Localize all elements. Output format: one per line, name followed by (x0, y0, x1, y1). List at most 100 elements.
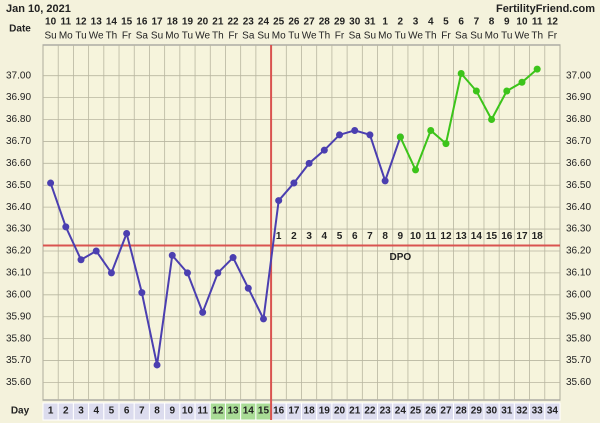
y-tick-label: 36.80 (566, 114, 591, 125)
dpo-label: 13 (456, 231, 468, 242)
temp-line (399, 68, 538, 173)
dpo-label: 1 (276, 231, 282, 242)
weekday-label: Tu (75, 31, 86, 42)
temp-point (320, 146, 328, 154)
date-label: 22 (228, 17, 240, 28)
brand: FertilityFriend.com (496, 3, 595, 15)
date-label: 29 (334, 17, 346, 28)
date-label: 6 (458, 17, 464, 28)
weekday-label: Sa (455, 31, 468, 42)
date-label: 16 (136, 17, 148, 28)
day-number: 12 (212, 406, 224, 417)
dpo-label: 8 (382, 231, 388, 242)
weekday-label: Tu (395, 31, 406, 42)
day-number: 6 (124, 406, 130, 417)
y-tick-label: 36.20 (6, 246, 31, 257)
weekday-label: Su (44, 31, 56, 42)
day-number: 31 (501, 406, 513, 417)
date-label: 19 (182, 17, 194, 28)
weekday-label: Sa (349, 31, 362, 42)
temp-point (488, 116, 496, 124)
date-label: 25 (273, 17, 285, 28)
weekday-label: Mo (272, 31, 286, 42)
temp-point (351, 126, 359, 134)
weekday-label: We (408, 31, 423, 42)
date-label: 10 (45, 17, 57, 28)
temp-point (77, 256, 85, 264)
weekday-label: We (515, 31, 530, 42)
weekday-label: Fr (122, 31, 132, 42)
day-number: 22 (364, 406, 376, 417)
temp-point (183, 269, 191, 277)
date-label: 15 (121, 17, 133, 28)
dpo-label: 11 (425, 231, 436, 242)
weekday-label: Tu (288, 31, 299, 42)
day-number: 5 (109, 406, 115, 417)
dpo-label: 14 (471, 231, 483, 242)
y-tick-label: 35.80 (566, 333, 591, 344)
y-tick-label: 35.60 (566, 377, 591, 388)
temp-point (305, 159, 313, 167)
weekday-label: Su (257, 31, 269, 42)
y-tick-label: 36.10 (566, 268, 591, 279)
day-number: 28 (456, 406, 468, 417)
date-label: 4 (428, 17, 434, 28)
dpo-label: 6 (352, 231, 358, 242)
date-label: 5 (443, 17, 449, 28)
y-tick-label: 36.00 (6, 289, 31, 300)
day-number: 23 (380, 406, 392, 417)
temp-point (229, 254, 237, 262)
y-tick-label: 35.90 (6, 311, 31, 322)
date-label: 26 (288, 17, 300, 28)
chart-title: Jan 10, 2021 (6, 3, 71, 15)
weekday-label: We (302, 31, 317, 42)
date-label: 31 (364, 17, 376, 28)
date-label: 24 (258, 17, 270, 28)
day-number: 26 (425, 406, 437, 417)
weekday-label: Th (425, 31, 437, 42)
date-label: 20 (197, 17, 209, 28)
day-number: 32 (516, 406, 528, 417)
date-label: 12 (547, 17, 559, 28)
y-tick-label: 37.00 (6, 70, 31, 81)
y-tick-label: 35.80 (6, 333, 31, 344)
dpo-label: 18 (532, 231, 544, 242)
temp-point (366, 131, 374, 139)
date-label: 23 (243, 17, 255, 28)
date-label: 12 (75, 17, 87, 28)
dpo-label: 12 (440, 231, 452, 242)
date-label: 21 (212, 17, 224, 28)
temp-point (381, 177, 389, 185)
weekday-label: Su (151, 31, 163, 42)
temp-point (92, 247, 100, 255)
dpo-label: 15 (486, 231, 498, 242)
day-number: 20 (334, 406, 346, 417)
date-label: 7 (474, 17, 480, 28)
day-number: 13 (228, 406, 240, 417)
temp-point (442, 140, 450, 148)
weekday-label: Su (470, 31, 482, 42)
dpo-label: 17 (516, 231, 528, 242)
day-number: 24 (395, 406, 407, 417)
temp-point (396, 133, 404, 141)
temp-point (336, 131, 344, 139)
y-tick-label: 35.90 (566, 311, 591, 322)
day-number: 8 (154, 406, 160, 417)
date-label: 14 (106, 17, 118, 28)
day-number: 33 (532, 406, 544, 417)
y-tick-label: 35.70 (566, 355, 591, 366)
date-label: 13 (91, 17, 103, 28)
dpo-title: DPO (390, 252, 412, 263)
weekday-label: Sa (242, 31, 255, 42)
temp-point (533, 65, 541, 73)
day-number: 34 (547, 406, 559, 417)
weekday-label: Sa (136, 31, 149, 42)
y-tick-label: 36.90 (566, 92, 591, 103)
date-label: 1 (382, 17, 388, 28)
dpo-label: 7 (367, 231, 373, 242)
temp-point (472, 87, 480, 95)
weekday-label: Th (318, 31, 330, 42)
y-tick-label: 35.70 (6, 355, 31, 366)
weekday-label: Tu (182, 31, 193, 42)
date-label: 27 (304, 17, 316, 28)
